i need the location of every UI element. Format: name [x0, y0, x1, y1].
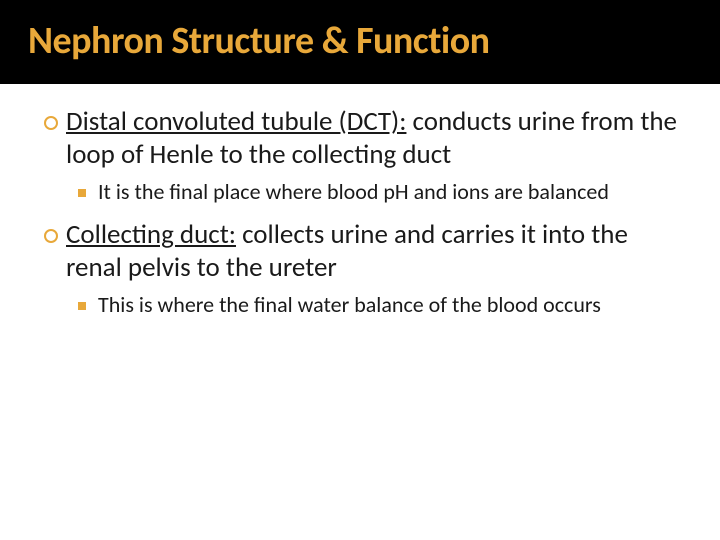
l1-text: Distal convoluted tubule (DCT): conducts… [66, 106, 688, 172]
lead-term: Collecting duct: [66, 218, 236, 251]
square-bullet-icon [78, 189, 86, 197]
list-item: Distal convoluted tubule (DCT): conducts… [44, 106, 688, 172]
l2-text: This is where the final water balance of… [98, 291, 601, 319]
l2-text: It is the final place where blood pH and… [98, 178, 609, 206]
circle-bullet-icon [44, 229, 58, 243]
square-bullet-icon [78, 302, 86, 310]
circle-bullet-icon [44, 116, 58, 130]
page-title: Nephron Structure & Function [28, 18, 692, 64]
lead-term: Distal convoluted tubule (DCT): [66, 105, 406, 138]
list-item: Collecting duct: collects urine and carr… [44, 219, 688, 285]
list-subitem: It is the final place where blood pH and… [78, 178, 688, 206]
list-subitem: This is where the final water balance of… [78, 291, 688, 319]
title-bar: Nephron Structure & Function [0, 0, 720, 84]
slide-content: Distal convoluted tubule (DCT): conducts… [0, 84, 720, 319]
l1-text: Collecting duct: collects urine and carr… [66, 219, 688, 285]
